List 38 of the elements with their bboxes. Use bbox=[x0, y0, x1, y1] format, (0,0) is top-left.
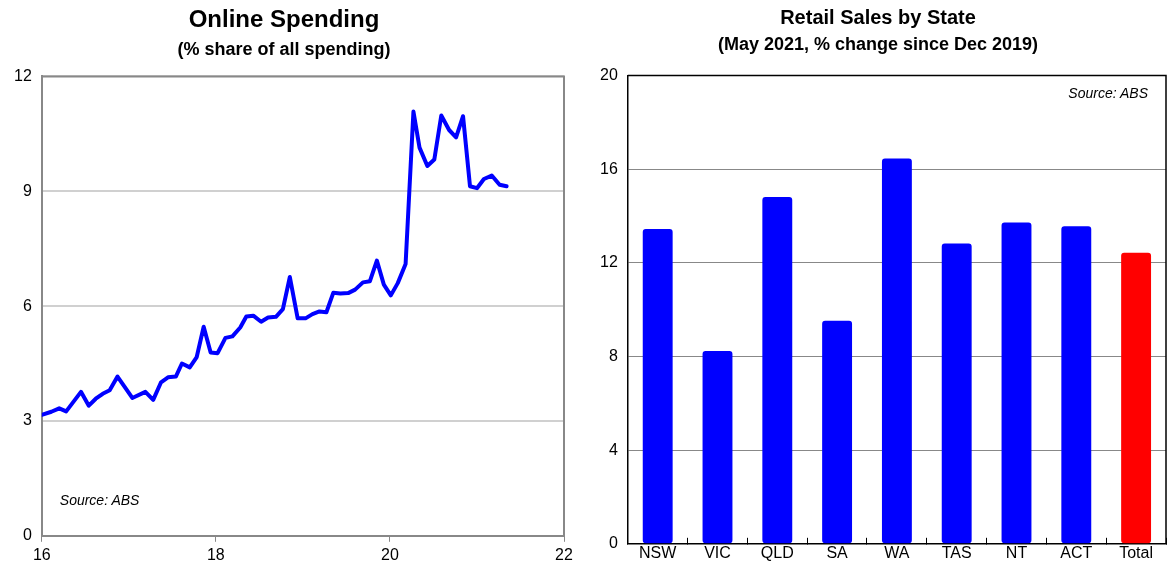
chart-subtitle: (May 2021, % change since Dec 2019) bbox=[717, 33, 1039, 54]
annotation: Source: ABS bbox=[59, 491, 141, 508]
x-tick-label: VIC bbox=[704, 543, 731, 561]
chart-title: Online Spending bbox=[188, 5, 380, 33]
bar bbox=[642, 228, 673, 544]
y-tick-label: 12 bbox=[14, 66, 32, 84]
y-tick-label: 20 bbox=[600, 66, 618, 84]
y-tick-label: 4 bbox=[608, 440, 618, 458]
x-tick-label: QLD bbox=[760, 543, 794, 561]
x-tick-label: 20 bbox=[381, 545, 399, 563]
x-tick-label: NT bbox=[1005, 543, 1028, 561]
y-tick-label: 8 bbox=[608, 346, 618, 364]
chart-title: Retail Sales by State bbox=[780, 5, 976, 28]
y-tick-label: 6 bbox=[22, 296, 32, 314]
y-tick-label: 16 bbox=[600, 159, 618, 177]
x-tick-label: SA bbox=[826, 543, 849, 561]
x-tick-label: TAS bbox=[941, 543, 972, 561]
x-tick-label: Total bbox=[1119, 543, 1153, 561]
y-tick-label: 0 bbox=[608, 534, 618, 552]
bar bbox=[881, 158, 912, 544]
x-tick-label: ACT bbox=[1060, 543, 1093, 561]
x-tick-label: 18 bbox=[206, 545, 225, 563]
x-tick-label: NSW bbox=[639, 543, 678, 561]
bar bbox=[762, 197, 793, 544]
y-tick-label: 12 bbox=[600, 253, 618, 271]
y-tick-label: 3 bbox=[22, 411, 32, 429]
bar bbox=[702, 350, 733, 544]
bar bbox=[1121, 252, 1152, 544]
annotation: Source: ABS bbox=[1068, 85, 1149, 102]
bar bbox=[1001, 222, 1032, 544]
bar bbox=[822, 320, 853, 544]
x-tick-label: 22 bbox=[555, 545, 573, 563]
bar bbox=[941, 243, 972, 544]
chart-subtitle: (% share of all spending) bbox=[177, 38, 391, 59]
x-tick-label: WA bbox=[884, 543, 910, 561]
y-tick-label: 9 bbox=[22, 181, 32, 199]
y-tick-label: 0 bbox=[22, 526, 32, 544]
bar bbox=[1061, 226, 1092, 544]
